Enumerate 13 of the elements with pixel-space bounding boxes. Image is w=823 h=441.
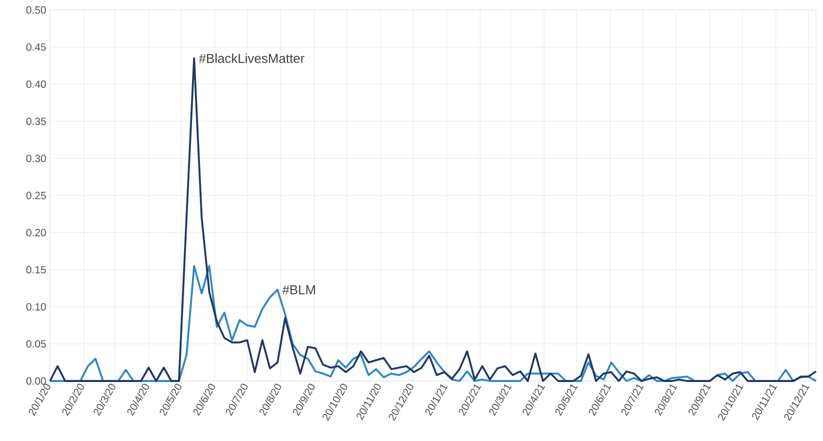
series-label: #BLM <box>282 285 315 294</box>
y-tick-label: 0.05 <box>26 340 46 348</box>
y-tick-label: 0.20 <box>26 228 46 236</box>
series-label: #BlackLivesMatter <box>198 53 304 63</box>
y-tick-label: 0.10 <box>26 303 46 311</box>
y-tick-label: 0.00 <box>26 377 46 385</box>
y-tick-label: 0.35 <box>26 118 46 126</box>
y-tick-label: 0.50 <box>26 6 46 14</box>
y-tick-label: 0.40 <box>26 80 46 88</box>
y-tick-label: 0.15 <box>26 266 46 274</box>
y-tick-label: 0.30 <box>26 154 46 162</box>
y-tick-label: 0.45 <box>26 43 46 51</box>
y-tick-label: 0.25 <box>26 192 46 200</box>
